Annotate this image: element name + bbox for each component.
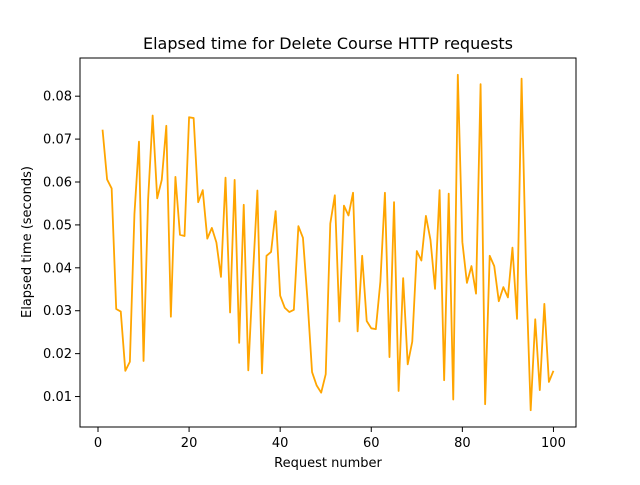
y-tick-label: 0.07 [43,133,72,148]
y-tick-label: 0.04 [43,261,72,276]
x-tick-label: 80 [454,436,471,451]
x-tick-label: 20 [181,436,198,451]
x-axis-label: Request number [274,456,382,471]
x-tick-label: 100 [541,436,566,451]
x-axis: 0 20 40 60 80 100 [94,427,566,451]
y-tick-label: 0.08 [43,90,72,105]
x-tick-label: 40 [272,436,289,451]
axes-frame [79,57,577,428]
x-tick-label: 0 [94,436,102,451]
y-axis: 0.01 0.02 0.03 0.04 0.05 0.06 0.07 0.08 [43,90,80,405]
y-axis-label: Elapsed time (seconds) [20,166,35,318]
y-tick-label: 0.02 [43,347,72,362]
y-tick-label: 0.06 [43,176,72,191]
x-tick-label: 60 [363,436,380,451]
chart-title: Elapsed time for Delete Course HTTP requ… [143,34,513,53]
y-tick-label: 0.05 [43,218,72,233]
y-tick-label: 0.01 [43,390,72,405]
y-tick-label: 0.03 [43,304,72,319]
series-line [101,73,555,412]
